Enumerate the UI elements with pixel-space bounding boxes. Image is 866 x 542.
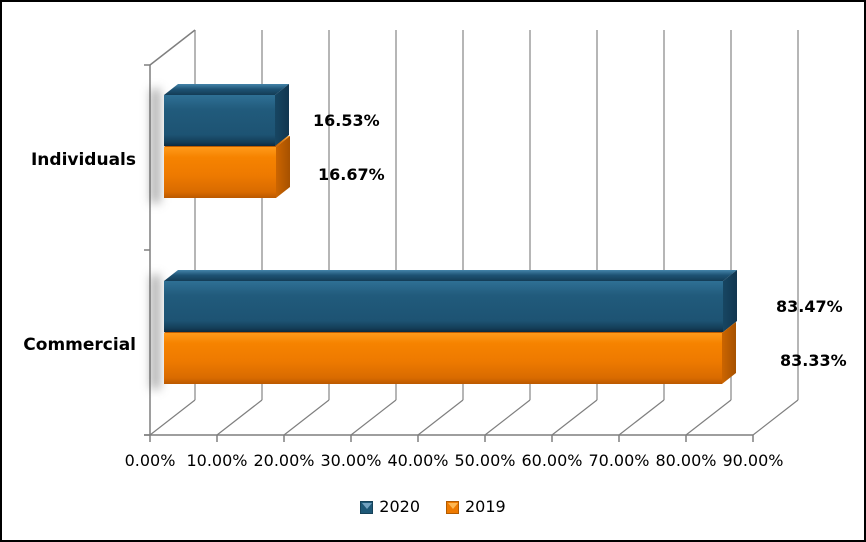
x-axis-tick-label: 40.00% — [387, 451, 449, 470]
bar-2019-commercial — [164, 333, 722, 384]
bar-2019-individuals — [164, 147, 276, 198]
bar-end-face-2019-commercial — [722, 322, 736, 384]
x-axis-tick-label: 50.00% — [454, 451, 516, 470]
floor-depth-line — [618, 399, 665, 436]
category-label-individuals: Individuals — [30, 150, 136, 170]
data-label-2020-commercial: 83.47% — [776, 296, 843, 316]
x-axis-tick-label: 80.00% — [655, 451, 717, 470]
bar-end-face-2019-individuals — [276, 136, 290, 198]
legend-marker-2020-icon — [360, 500, 374, 514]
legend-marker-fold — [361, 502, 372, 509]
legend-label-2019: 2019 — [465, 497, 506, 516]
data-label-2020-individuals: 16.53% — [313, 110, 380, 130]
legend-label-2020: 2020 — [379, 497, 420, 516]
floor-depth-line — [685, 399, 732, 436]
data-label-2019-individuals: 16.67% — [318, 164, 385, 184]
x-axis-tick-label: 0.00% — [124, 451, 176, 470]
wall-top-edge — [149, 29, 196, 66]
bar-top-face-2020-commercial — [164, 270, 737, 281]
bar-group-shadow — [151, 89, 160, 203]
floor-depth-line — [283, 399, 330, 436]
floor-depth-line — [752, 399, 799, 436]
floor-depth-line — [484, 399, 531, 436]
data-label-2019-commercial: 83.33% — [780, 350, 847, 370]
x-axis-tick-label: 70.00% — [588, 451, 650, 470]
floor-depth-line — [551, 399, 598, 436]
floor-depth-line — [216, 399, 263, 436]
floor-depth-line — [350, 399, 397, 436]
bar-top-face-2020-individuals — [164, 84, 289, 95]
bar-2020-commercial — [164, 281, 723, 332]
floor-depth-line — [149, 399, 196, 436]
x-axis-tick-label: 60.00% — [521, 451, 583, 470]
legend-item-2019: 2019 — [446, 499, 506, 515]
legend-item-2020: 2020 — [360, 499, 420, 515]
legend: 2020 2019 — [2, 499, 864, 515]
bar-2020-individuals — [164, 95, 275, 146]
category-label-commercial: Commercial — [23, 335, 136, 355]
x-axis-tick-label: 20.00% — [253, 451, 315, 470]
x-axis-tick-label: 10.00% — [186, 451, 248, 470]
bar-end-face-2020-individuals — [275, 84, 289, 146]
x-axis-tick-label: 30.00% — [320, 451, 382, 470]
x-axis-tick-label: 90.00% — [722, 451, 784, 470]
bar-end-face-2020-commercial — [723, 270, 737, 332]
legend-marker-fold — [447, 502, 458, 509]
floor-depth-line — [417, 399, 464, 436]
legend-marker-2019-icon — [446, 500, 459, 514]
bar-group-shadow — [151, 275, 160, 389]
